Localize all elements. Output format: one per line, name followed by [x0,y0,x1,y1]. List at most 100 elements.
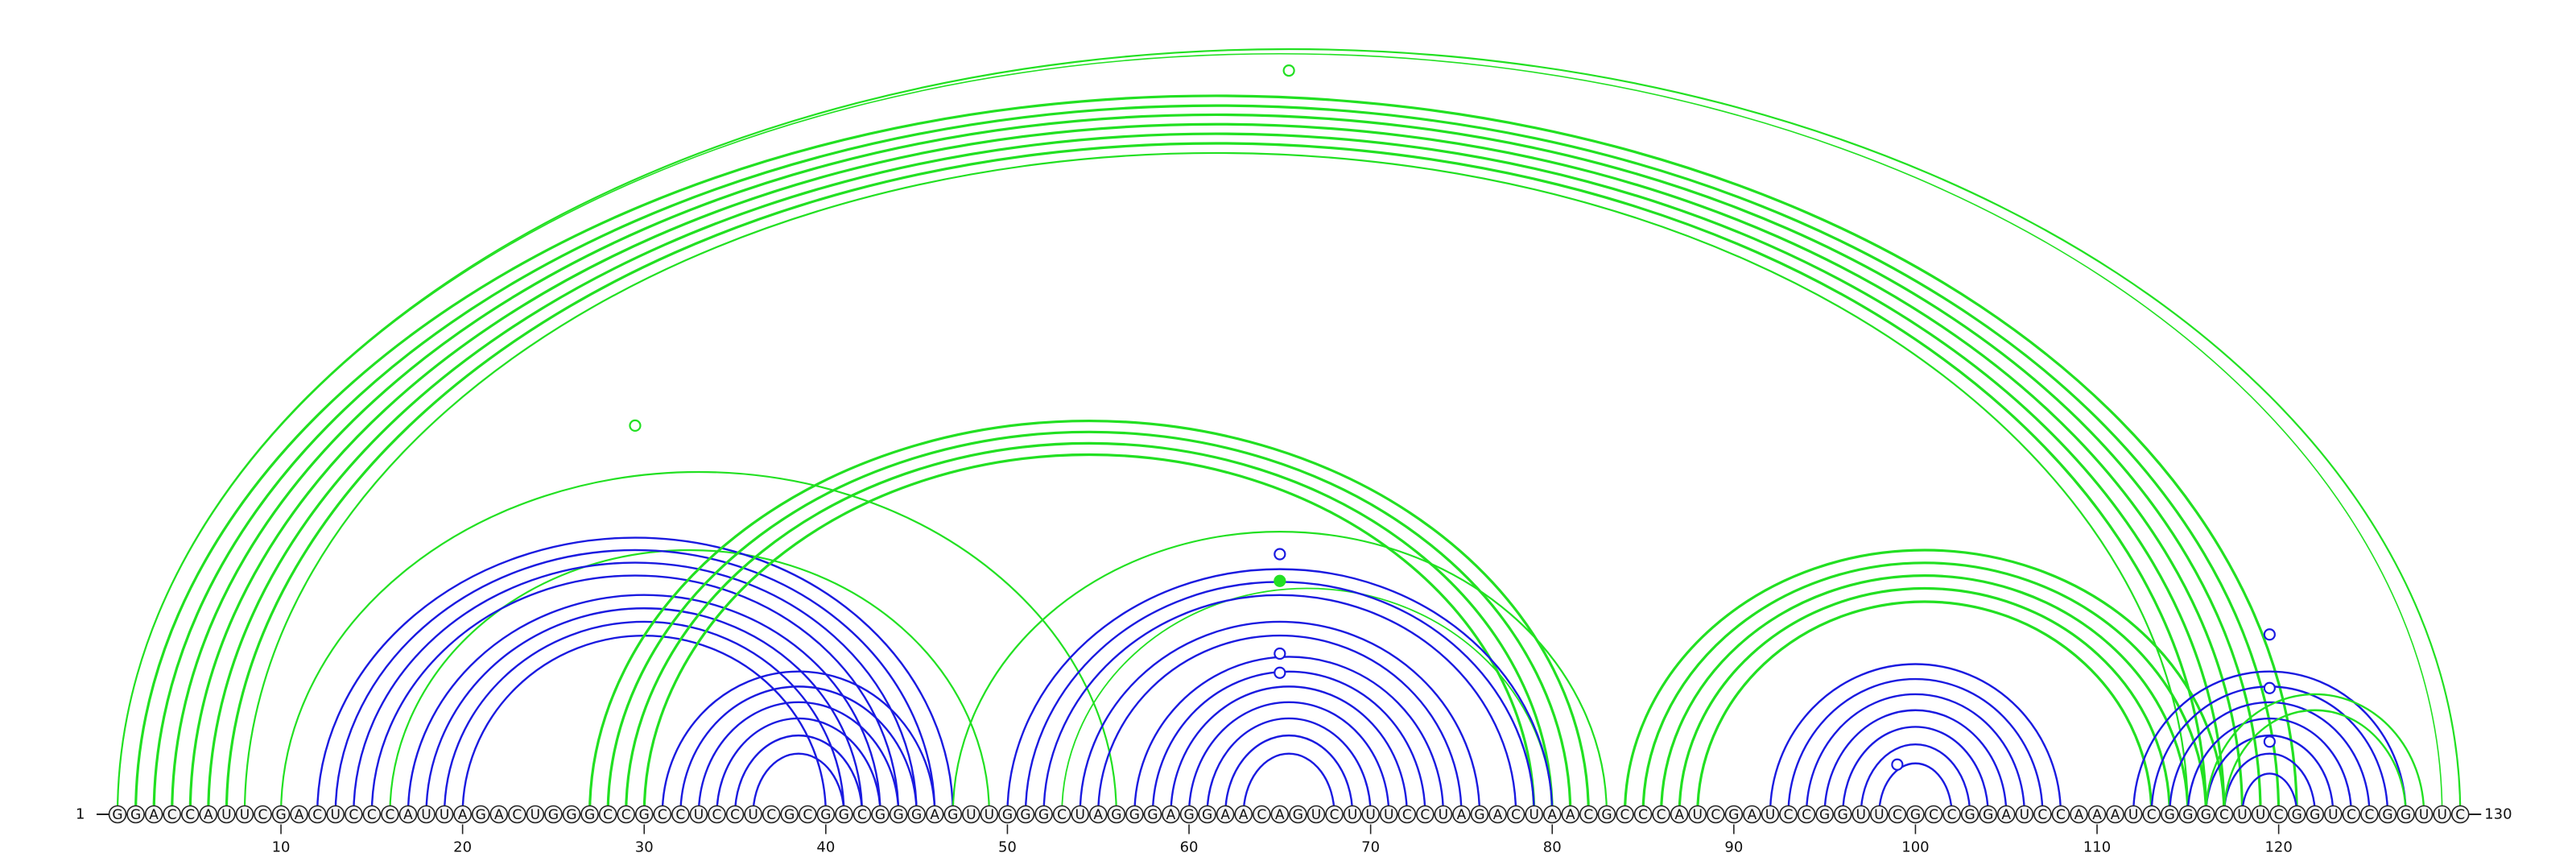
base-circle [1724,805,1744,824]
base-circle [1670,805,1689,824]
base-circle [925,805,944,824]
base-letter: G [2401,807,2411,823]
base-letter: C [658,807,667,823]
base-letter: C [1893,807,1902,823]
base-circle [1379,805,1398,824]
base-circle [2396,805,2415,824]
base-circle [744,805,762,824]
base-letter: C [1057,807,1067,823]
arc-87-114 [1678,586,2171,815]
base-letter: C [2037,807,2047,823]
base-nucleotide: G [2306,805,2325,824]
base-letter: C [349,807,358,823]
base-letter: A [1220,807,1230,823]
base-letter: C [367,807,377,823]
arc-62-69 [1224,734,1354,815]
base-circle [1252,805,1271,824]
arc-61-70 [1206,717,1372,815]
arc-marker-3 [1274,548,1286,561]
base-circle [653,805,672,824]
base-letter: A [458,807,468,823]
base-circle [1052,805,1071,824]
arc-59-72 [1170,685,1408,815]
base-letter: C [803,807,812,823]
arc-17-43 [407,594,881,815]
arc-98-102 [1878,762,1953,815]
base-nucleotide: U [435,805,454,824]
base-nucleotide: A [2070,805,2088,824]
base-circle [1597,805,1616,824]
base-nucleotide: U [1870,805,1889,824]
base-circle [816,805,836,824]
base-nucleotide: U [1688,805,1707,824]
base-nucleotide: U [417,805,436,824]
arc-116-128 [2205,693,2425,815]
base-circle [108,805,127,824]
base-circle [1234,805,1253,824]
base-nucleotide: U [235,805,254,824]
base-circle [762,805,781,824]
base-circle [1143,805,1162,824]
base-nucleotide: C [381,805,399,824]
base-nucleotide: G [907,805,926,824]
base-nucleotide: A [1216,805,1235,824]
base-nucleotide: G [1125,805,1144,824]
base-circle [1852,805,1871,824]
base-letter: G [1965,807,1975,823]
base-nucleotide: U [2233,805,2252,824]
base-circle [2051,805,2070,824]
base-nucleotide: G [780,805,799,824]
base-nucleotide: C [1924,805,1943,824]
base-circle [1506,805,1525,824]
arc-55-75 [1097,634,1463,815]
base-circle [1906,805,1925,824]
base-circle [598,805,617,824]
base-letter: A [1674,807,1684,823]
base-nucleotide: C [1506,805,1525,824]
base-letter: G [1002,807,1013,823]
base-letter: C [603,807,613,823]
base-letter: G [820,807,831,823]
base-circle [1797,805,1816,824]
base-nucleotide: U [689,805,708,824]
arc-32-45 [679,685,918,815]
base-nucleotide: C [1325,805,1344,824]
base-nucleotide: G [871,805,890,824]
arc-85-116 [1641,561,2207,815]
base-nucleotide: U [1761,805,1780,824]
base-nucleotide: C [2215,805,2234,824]
base-nucleotide: G [889,805,908,824]
base-letter: C [1420,807,1430,823]
arc-84-117 [1623,549,2226,815]
base-circle [871,805,890,824]
base-letter: U [240,807,250,823]
base-nucleotide: G [1597,805,1616,824]
base-circle [2433,805,2451,824]
base-circle [1452,805,1471,824]
base-letter: A [1493,807,1503,823]
base-letter: G [1020,807,1030,823]
base-letter: C [712,807,722,823]
base-letter: G [1819,807,1830,823]
arc-35-42 [733,734,864,815]
base-letter: U [440,807,449,823]
base-letter: A [1275,807,1285,823]
base-letter: C [1711,807,1720,823]
base-letter: U [694,807,704,823]
base-letter: A [1239,807,1249,823]
base-letter: C [730,807,740,823]
base-letter: G [112,807,122,823]
arc-4-119 [171,113,2262,815]
base-nucleotide: A [489,805,509,824]
arc-115-124 [2186,717,2353,815]
base-letter: U [2020,807,2029,823]
base-circle [725,805,745,824]
base-nucleotide: C [798,805,817,824]
base-circle [144,805,163,824]
base-circle [126,805,145,824]
arc-52-78 [1042,594,1517,815]
arc-93-107 [1787,677,2044,815]
base-letter: C [2455,807,2465,823]
base-nucleotide: G [1016,805,1035,824]
